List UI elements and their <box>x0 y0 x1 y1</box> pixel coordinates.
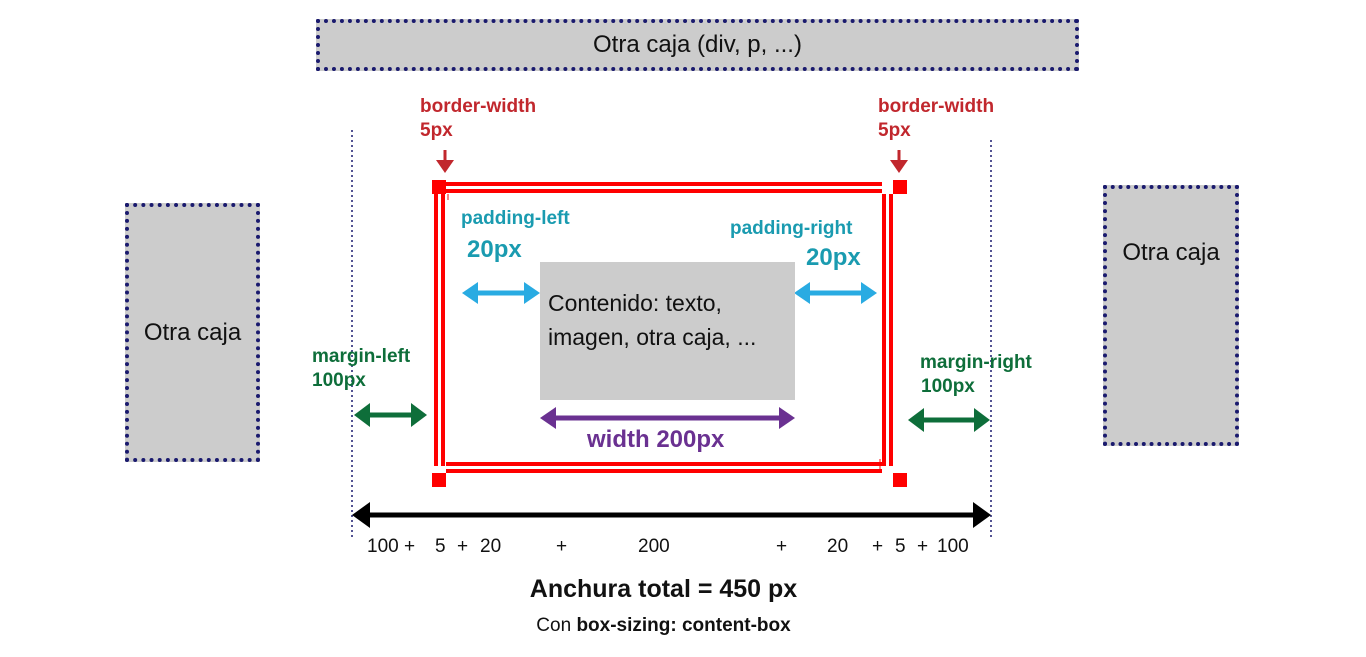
border-width-left-value: 5px <box>420 120 453 141</box>
striped-border <box>432 180 907 487</box>
padding-left-arrow <box>462 282 540 304</box>
margin-left-label: margin-left 100px <box>312 345 410 393</box>
sum-term-7: + <box>776 536 788 557</box>
content-line-1: Contenido: texto, <box>548 290 722 316</box>
border-width-left-name: border-width <box>420 96 537 117</box>
padding-left-name: padding-left <box>461 208 570 229</box>
margin-left-value: 100px <box>312 370 366 391</box>
sum-term-12: 100 <box>937 536 969 557</box>
border-width-right-label: border-width 5px <box>878 95 994 143</box>
sum-term-1: 100 + <box>367 536 416 557</box>
border-width-right-arrow <box>890 150 908 173</box>
box-sizing-note-value: box-sizing: content-box <box>576 615 791 636</box>
margin-left-name: margin-left <box>312 346 411 367</box>
sum-term-4: 20 <box>480 536 502 557</box>
padding-right-value: 20px <box>806 244 861 271</box>
margin-right-arrow <box>908 408 990 432</box>
box-sizing-note: Con box-sizing: content-box <box>0 615 1327 637</box>
sum-term-9: + <box>872 536 884 557</box>
sum-term-3: + <box>457 536 469 557</box>
margin-left-arrow <box>354 403 427 427</box>
border-width-left-arrow <box>436 150 454 173</box>
top-other-box: Otra caja (div, p, ...) <box>316 19 1079 71</box>
margin-right-value: 100px <box>921 376 975 397</box>
padding-right-name: padding-right <box>730 218 853 239</box>
border-width-right-name: border-width <box>878 96 995 117</box>
padding-right-arrow <box>794 282 877 304</box>
padding-left-value: 20px <box>467 236 522 263</box>
box-sizing-note-prefix: Con <box>536 615 577 636</box>
width-arrow <box>540 407 795 429</box>
top-other-box-label: Otra caja (div, p, ...) <box>593 31 802 58</box>
sum-term-10: 5 <box>895 536 906 557</box>
border-width-left-label: border-width 5px <box>420 95 536 143</box>
margin-right-label: margin-right 100px <box>920 351 1032 399</box>
total-width-label: Anchura total = 450 px <box>529 575 798 603</box>
margin-right-name: margin-right <box>920 352 1032 373</box>
width-label: width 200px <box>587 426 725 453</box>
sum-term-8: 20 <box>827 536 849 557</box>
sum-term-6: 200 <box>638 536 670 557</box>
sum-term-2: 5 <box>435 536 446 557</box>
sum-term-5: + <box>556 536 568 557</box>
content-line-2: imagen, otra caja, ... <box>548 324 757 350</box>
sum-term-11: + <box>917 536 929 557</box>
total-width-arrow <box>352 502 991 528</box>
left-other-box: Otra caja <box>125 203 260 462</box>
right-other-box-label: Otra caja <box>1122 239 1220 266</box>
content-box: Contenido: texto, imagen, otra caja, ... <box>540 262 795 400</box>
right-other-box: Otra caja <box>1103 185 1239 446</box>
border-width-right-value: 5px <box>878 120 911 141</box>
left-other-box-label: Otra caja <box>143 318 242 346</box>
